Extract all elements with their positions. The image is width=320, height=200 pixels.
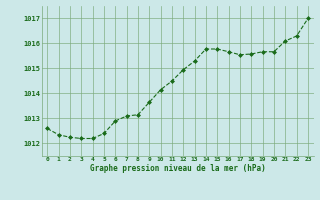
X-axis label: Graphe pression niveau de la mer (hPa): Graphe pression niveau de la mer (hPa) — [90, 164, 266, 173]
